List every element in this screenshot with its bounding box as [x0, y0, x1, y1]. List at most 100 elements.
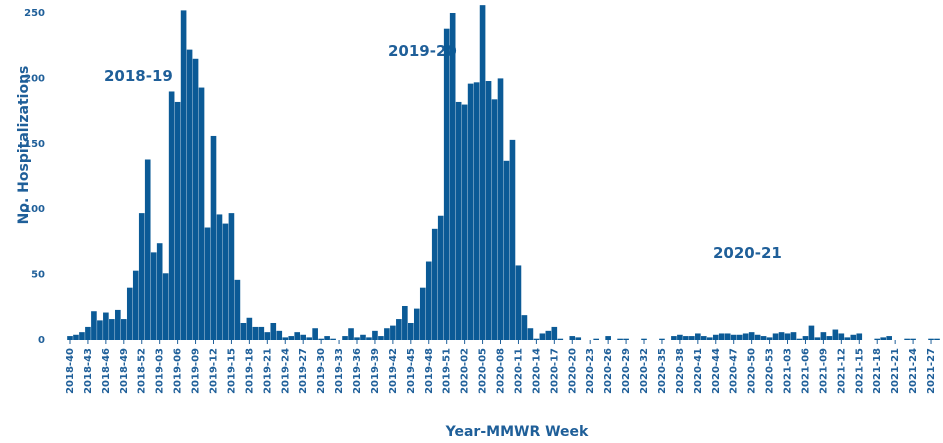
x-tick-label: 2021-03: [783, 348, 794, 394]
bar: [115, 309, 121, 340]
bar: [270, 322, 277, 340]
bar: [360, 334, 366, 340]
bar: [874, 338, 881, 340]
x-tick-label: 2019-36: [352, 348, 363, 394]
bar: [378, 336, 384, 340]
x-tick-label: 2018-40: [65, 348, 76, 394]
x-tick-label: 2019-15: [226, 348, 237, 394]
x-tick-label: 2021-21: [890, 348, 901, 394]
bar: [772, 333, 779, 340]
bar: [617, 338, 623, 340]
bar: [210, 135, 217, 340]
bar: [784, 333, 791, 340]
bar: [778, 332, 785, 340]
bar: [192, 58, 199, 340]
y-axis-title: No. Hospitalizations: [16, 66, 32, 225]
bar: [431, 228, 438, 340]
bar: [396, 319, 402, 340]
annotation: 2019-20: [388, 42, 457, 60]
bar: [533, 338, 540, 340]
x-tick-label: 2020-20: [567, 348, 578, 394]
bar: [754, 334, 761, 340]
x-tick-label: 2019-27: [298, 348, 309, 394]
y-tick-label: 50: [31, 270, 45, 281]
x-tick-label: 2019-33: [334, 348, 345, 394]
bar: [473, 82, 480, 340]
annotation: 2018-19: [104, 67, 173, 85]
bar: [312, 328, 318, 340]
bar: [234, 279, 241, 340]
bar: [557, 338, 564, 340]
bar: [168, 91, 175, 340]
bar: [539, 333, 546, 340]
bar: [497, 78, 504, 341]
bar: [413, 308, 420, 340]
bar: [222, 223, 229, 340]
y-tick-label: 200: [24, 73, 45, 84]
bar: [306, 337, 312, 340]
x-tick-label: 2021-15: [854, 348, 865, 394]
bar: [240, 322, 247, 340]
bar: [449, 13, 456, 340]
bar: [886, 336, 892, 340]
bar: [437, 215, 444, 340]
bar: [742, 333, 749, 340]
bar: [910, 338, 916, 340]
bar: [934, 338, 940, 340]
bar: [718, 333, 725, 340]
bar: [724, 333, 731, 340]
x-tick-label: 2020-08: [496, 348, 507, 394]
annotation: 2020-21: [713, 244, 782, 262]
x-tick-label: 2020-41: [693, 348, 704, 394]
bar: [264, 332, 271, 340]
x-tick-label: 2019-03: [155, 348, 166, 394]
bar: [491, 99, 498, 340]
bar: [354, 337, 360, 340]
x-tick-label: 2020-23: [585, 348, 596, 394]
x-tick-label: 2020-38: [675, 348, 686, 394]
bar: [485, 81, 492, 341]
bar: [162, 273, 169, 340]
bar: [605, 336, 611, 340]
x-tick-label: 2020-17: [549, 348, 560, 394]
bar: [826, 336, 833, 340]
bar: [324, 336, 330, 340]
bar: [880, 337, 887, 340]
bar: [695, 333, 701, 340]
bar: [509, 139, 516, 340]
bar: [814, 337, 821, 340]
x-tick-label: 2019-24: [280, 348, 291, 394]
x-tick-label: 2020-44: [711, 348, 722, 394]
bar: [706, 337, 713, 340]
bar: [294, 332, 301, 340]
bar: [408, 322, 414, 340]
x-tick-label: 2020-26: [603, 348, 614, 394]
bar: [150, 252, 157, 340]
bar: [701, 336, 707, 340]
bar: [366, 337, 372, 340]
x-tick-label: 2019-21: [262, 348, 273, 394]
bar: [461, 104, 468, 340]
x-tick-label: 2019-09: [191, 348, 202, 394]
x-tick-label: 2019-42: [388, 348, 399, 394]
bar: [479, 5, 486, 340]
x-tick-label: 2020-05: [478, 348, 489, 394]
bar: [300, 334, 306, 340]
bar: [689, 336, 695, 340]
x-tick-label: 2018-49: [119, 348, 130, 394]
bar: [766, 337, 773, 340]
bar: [186, 49, 193, 341]
bar: [91, 311, 97, 340]
bar: [85, 326, 91, 340]
bar: [109, 319, 115, 340]
bar: [318, 338, 324, 340]
bar: [569, 336, 576, 340]
bar: [258, 326, 265, 340]
bar: [443, 28, 450, 341]
bar: [455, 101, 462, 340]
bar: [138, 213, 145, 340]
bar: [144, 159, 151, 340]
x-tick-label: 2021-12: [836, 348, 847, 394]
bar: [844, 337, 851, 340]
bar: [103, 312, 109, 340]
